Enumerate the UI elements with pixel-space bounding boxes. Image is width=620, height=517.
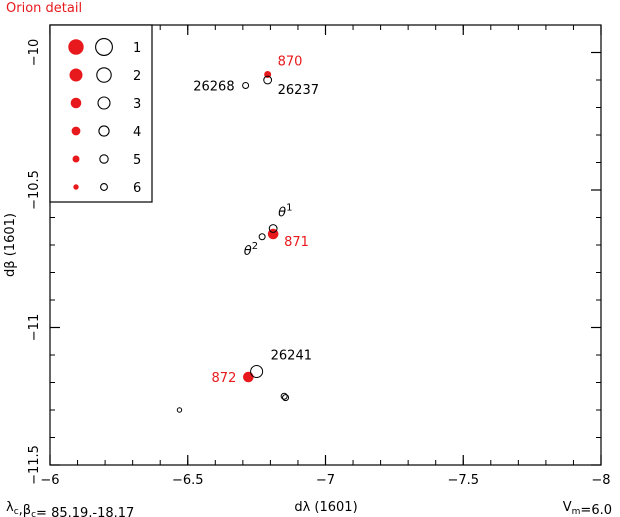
star-point: [263, 75, 273, 85]
point-label: θ1: [278, 203, 292, 221]
chart-title: Orion detail: [6, 1, 82, 16]
y-tick-label: −11: [27, 314, 42, 341]
legend-open-marker: [96, 67, 112, 83]
legend-label: 4: [133, 125, 141, 140]
x-axis-label: dλ (1601): [294, 500, 357, 515]
y-axis-label: dβ (1601): [3, 213, 18, 277]
legend-open-marker: [97, 96, 111, 110]
x-tick-label: −7.5: [447, 473, 479, 488]
legend-red-marker: [68, 39, 84, 55]
star-point: [282, 394, 290, 402]
point-label: 26268: [193, 80, 234, 95]
legend-red-marker: [71, 126, 81, 136]
y-tick-label: −11.5: [27, 445, 42, 485]
legend-red-marker: [69, 68, 83, 82]
y-tick-label: −10: [27, 39, 42, 66]
star-point: [250, 365, 264, 378]
footer-coordinates: λc,βc= 85.19,-18.17: [6, 500, 134, 517]
star-point: [242, 82, 250, 89]
data-points: 870 871 872 26268 26237 θ1 θ2 26241: [176, 55, 319, 413]
star-point: [280, 392, 288, 400]
star-point: [176, 407, 183, 413]
y-tick-label: −10.5: [27, 170, 42, 210]
legend-red-marker: [70, 97, 82, 109]
legend-open-marker: [98, 125, 110, 137]
x-tick-label: −6.5: [172, 473, 204, 488]
legend-label: 2: [133, 69, 141, 84]
point-label: 872: [212, 371, 237, 386]
x-tick-label: −8: [591, 473, 610, 488]
star-point: [268, 224, 278, 233]
point-label: θ2: [244, 241, 258, 259]
legend-label: 5: [133, 153, 141, 168]
point-label: 871: [284, 235, 309, 250]
point-label: 870: [278, 55, 303, 70]
legend-red-marker: [72, 155, 80, 163]
legend-label: 3: [133, 97, 141, 112]
legend-label: 1: [133, 41, 141, 56]
star-point: [258, 233, 266, 241]
legend-red-marker: [73, 184, 79, 190]
red-star-point: [243, 371, 254, 383]
footer-magnitude-limit: Vm=6.0: [563, 500, 612, 517]
legend-open-marker: [99, 154, 109, 164]
x-tick-label: −6: [40, 473, 59, 488]
point-label: 26237: [278, 83, 319, 98]
legend: 1 2 3 4 5 6: [49, 24, 153, 203]
legend-open-marker: [100, 183, 108, 191]
x-tick-label: −7: [316, 473, 335, 488]
legend-label: 6: [133, 181, 141, 196]
legend-open-marker: [95, 38, 113, 56]
point-label: 26241: [271, 349, 312, 364]
